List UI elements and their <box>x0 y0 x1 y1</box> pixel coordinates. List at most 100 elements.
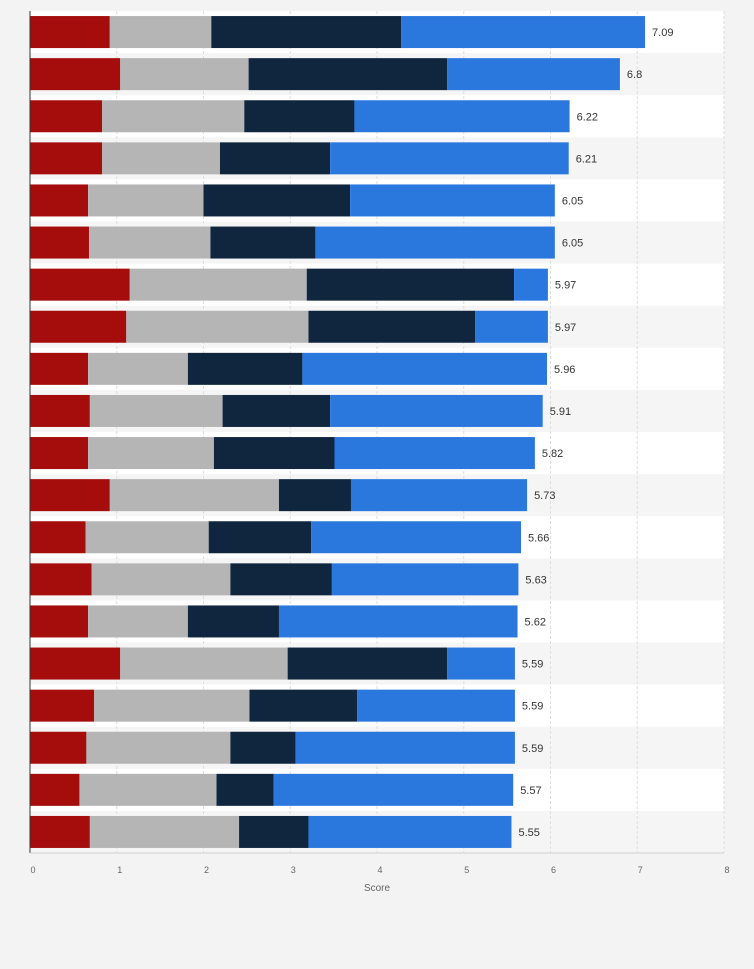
bar-segment-1 <box>30 310 127 343</box>
bar-segment-3 <box>278 479 351 512</box>
bar-segment-4 <box>278 605 518 638</box>
bar-segment-2 <box>88 184 204 217</box>
bar-segment-3 <box>248 58 448 91</box>
x-tick-label: 6 <box>551 865 556 875</box>
value-label: 6.22 <box>577 111 598 123</box>
value-label: 5.59 <box>522 743 543 755</box>
bar-segment-1 <box>30 16 110 49</box>
bar-segment-4 <box>350 479 528 512</box>
bar-segment-3 <box>187 352 303 385</box>
bar-segment-2 <box>129 268 307 301</box>
value-label: 5.59 <box>522 701 543 713</box>
bar-segment-2 <box>79 773 217 806</box>
bar-segment-3 <box>244 100 355 133</box>
bar-segment-4 <box>273 773 514 806</box>
bar-segment-4 <box>357 689 515 722</box>
x-tick-label: 4 <box>377 865 382 875</box>
value-label: 6.05 <box>562 195 583 207</box>
bar-segment-3 <box>287 647 448 680</box>
bar-segment-2 <box>91 563 231 596</box>
bar-segment-4 <box>308 815 512 848</box>
x-tick-labels: 0 1 2 3 4 5 6 7 8 <box>30 865 729 875</box>
bar-segment-4 <box>401 16 646 49</box>
bar-segment-1 <box>30 268 130 301</box>
value-label: 5.73 <box>534 490 555 502</box>
bar-segment-1 <box>30 226 89 259</box>
bar-segment-2 <box>120 58 249 91</box>
bar-segment-1 <box>30 142 103 175</box>
bar-segment-2 <box>94 689 250 722</box>
bar-segment-3 <box>187 605 279 638</box>
bar-segment-3 <box>306 268 515 301</box>
bar-segment-2 <box>88 226 211 259</box>
bar-segment-4 <box>302 352 548 385</box>
value-label: 5.66 <box>528 532 549 544</box>
value-label: 6.05 <box>562 238 583 250</box>
bar-segment-1 <box>30 563 92 596</box>
bar-segment-2 <box>88 437 214 470</box>
bar-segment-3 <box>230 563 332 596</box>
value-label: 6.8 <box>627 69 642 81</box>
bar-segment-2 <box>86 731 231 764</box>
x-tick-label: 2 <box>204 865 209 875</box>
x-tick-label: 8 <box>724 865 729 875</box>
bar-segment-1 <box>30 773 80 806</box>
value-label: 6.21 <box>576 153 597 165</box>
bar-segment-2 <box>88 352 188 385</box>
bar-segment-1 <box>30 521 86 554</box>
bar-segment-4 <box>350 184 555 217</box>
bar-segment-1 <box>30 437 89 470</box>
bar-segment-1 <box>30 815 90 848</box>
value-labels: 7.09 6.8 6.22 6.21 6.05 6.05 5.97 5.97 5.96 5.91 5… <box>518 27 673 839</box>
bar-segment-2 <box>102 142 220 175</box>
bar-segment-2 <box>109 479 279 512</box>
x-tick-label: 0 <box>30 865 35 875</box>
value-label: 5.97 <box>555 280 576 292</box>
bar-segment-4 <box>315 226 555 259</box>
bar-segment-3 <box>213 437 335 470</box>
bar-segment-4 <box>354 100 570 133</box>
bar-segment-2 <box>120 647 288 680</box>
bar-segment-3 <box>219 142 331 175</box>
value-label: 5.59 <box>522 659 543 671</box>
bar-segment-3 <box>211 16 402 49</box>
bar-segment-4 <box>331 563 519 596</box>
bar-segment-1 <box>30 184 89 217</box>
bar-segment-3 <box>308 310 476 343</box>
value-label: 5.57 <box>520 785 541 797</box>
value-label: 5.63 <box>525 574 546 586</box>
bar-segment-3 <box>210 226 316 259</box>
bar-segment-3 <box>230 731 296 764</box>
bar-segment-3 <box>249 689 358 722</box>
bar-segment-1 <box>30 394 90 427</box>
bar-segment-3 <box>222 394 331 427</box>
value-label: 5.96 <box>554 364 575 376</box>
bar-segment-3 <box>216 773 274 806</box>
value-label: 5.62 <box>525 616 546 628</box>
bar-segment-4 <box>330 394 543 427</box>
bar-segment-2 <box>88 605 188 638</box>
bar-segment-3 <box>208 521 312 554</box>
x-tick-label: 5 <box>464 865 469 875</box>
x-tick-label: 3 <box>291 865 296 875</box>
bar-segment-3 <box>239 815 309 848</box>
bar-segment-1 <box>30 479 110 512</box>
bar-segment-4 <box>334 437 535 470</box>
bar-segment-1 <box>30 731 87 764</box>
bars <box>30 16 646 848</box>
bar-segment-2 <box>85 521 209 554</box>
x-axis-title: Score <box>364 883 391 894</box>
bar-segment-1 <box>30 647 121 680</box>
bar-segment-4 <box>311 521 522 554</box>
value-label: 5.97 <box>555 322 576 334</box>
x-tick-label: 1 <box>117 865 122 875</box>
bar-segment-3 <box>203 184 351 217</box>
bar-segment-1 <box>30 100 103 133</box>
bar-segment-1 <box>30 352 89 385</box>
bar-segment-1 <box>30 689 95 722</box>
value-label: 5.55 <box>518 827 539 839</box>
bar-segment-1 <box>30 58 121 91</box>
bar-segment-4 <box>447 647 515 680</box>
x-tick-label: 7 <box>638 865 643 875</box>
